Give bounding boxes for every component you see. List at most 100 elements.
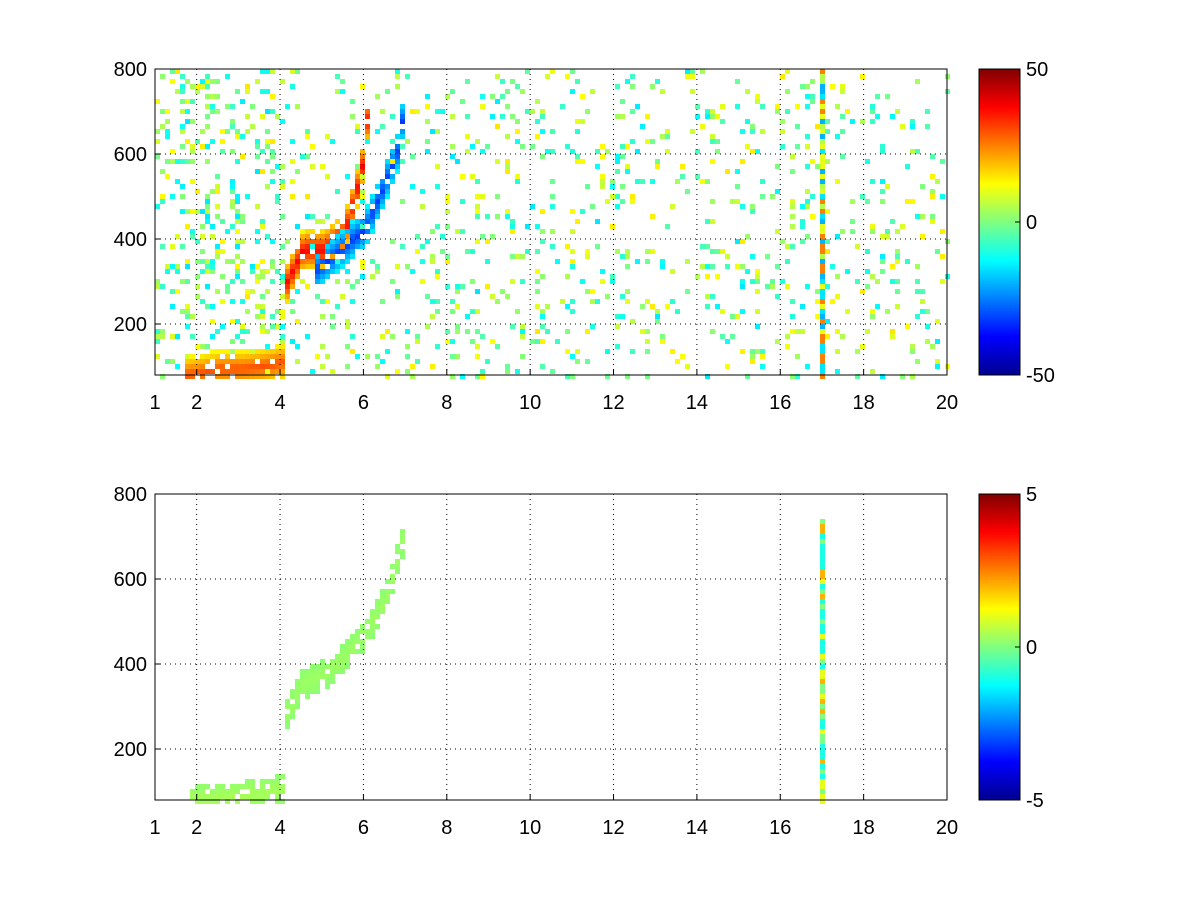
heatmap-cell: [295, 679, 300, 684]
heatmap-cell: [260, 374, 265, 379]
heatmap-cell: [250, 104, 255, 109]
heatmap-cell: [920, 234, 925, 239]
heatmap-cell: [820, 674, 825, 679]
heatmap-cell: [295, 224, 300, 229]
heatmap-cell: [245, 374, 250, 379]
heatmap-cell: [155, 139, 160, 144]
heatmap-cell: [570, 69, 575, 74]
heatmap-cell: [820, 204, 825, 209]
heatmap-cell: [695, 114, 700, 119]
heatmap-cell: [330, 139, 335, 144]
colorbar-tick-label: -50: [1026, 365, 1055, 387]
heatmap-cell: [820, 664, 825, 669]
heatmap-cell: [795, 104, 800, 109]
heatmap-cell: [820, 234, 825, 239]
heatmap-cell: [315, 269, 320, 274]
heatmap-cell: [365, 124, 370, 129]
heatmap-cell: [235, 254, 240, 259]
heatmap-cell: [200, 369, 205, 374]
heatmap-cell: [925, 109, 930, 114]
heatmap-cell: [820, 74, 825, 79]
heatmap-cell: [840, 84, 845, 89]
heatmap-cell: [380, 204, 385, 209]
heatmap-cell: [620, 184, 625, 189]
heatmap-cell: [940, 279, 945, 284]
heatmap-cell: [870, 369, 875, 374]
heatmap-cell: [205, 359, 210, 364]
heatmap-cell: [705, 114, 710, 119]
heatmap-cell: [285, 289, 290, 294]
x-tick-label: 18: [853, 392, 875, 414]
heatmap-cell: [450, 299, 455, 304]
heatmap-cell: [775, 339, 780, 344]
heatmap-cell: [360, 624, 365, 629]
heatmap-cell: [755, 279, 760, 284]
heatmap-cell: [540, 154, 545, 159]
x-tick-label: 14: [686, 392, 708, 414]
heatmap-cell: [175, 89, 180, 94]
heatmap-cell: [215, 214, 220, 219]
heatmap-cell: [840, 114, 845, 119]
heatmap-cell: [785, 244, 790, 249]
heatmap-cell: [270, 139, 275, 144]
heatmap-cell: [300, 234, 305, 239]
heatmap-cell: [340, 89, 345, 94]
heatmap-cell: [360, 154, 365, 159]
heatmap-cell: [265, 359, 270, 364]
heatmap-cell: [175, 289, 180, 294]
heatmap-cell: [520, 89, 525, 94]
heatmap-cell: [375, 624, 380, 629]
x-tick-label: 8: [441, 392, 452, 414]
heatmap-cell: [275, 199, 280, 204]
heatmap-cell: [200, 344, 205, 349]
heatmap-cell: [205, 799, 210, 804]
heatmap-cell: [260, 369, 265, 374]
heatmap-cell: [585, 254, 590, 259]
heatmap-cell: [405, 139, 410, 144]
heatmap-cell: [295, 69, 300, 74]
heatmap-cell: [230, 364, 235, 369]
heatmap-cell: [850, 229, 855, 234]
heatmap-cell: [590, 299, 595, 304]
heatmap-cell: [735, 239, 740, 244]
heatmap-cell: [270, 354, 275, 359]
heatmap-cell: [505, 364, 510, 369]
heatmap-cell: [820, 94, 825, 99]
heatmap-cell: [375, 604, 380, 609]
heatmap-cell: [305, 694, 310, 699]
heatmap-cell: [710, 199, 715, 204]
heatmap-cell: [665, 224, 670, 229]
heatmap-cell: [865, 199, 870, 204]
heatmap-cell: [370, 209, 375, 214]
heatmap-cell: [355, 354, 360, 359]
heatmap-cell: [820, 219, 825, 224]
heatmap-cell: [685, 189, 690, 194]
heatmap-cell: [350, 284, 355, 289]
heatmap-cell: [630, 194, 635, 199]
heatmap-cell: [350, 244, 355, 249]
heatmap-cell: [370, 214, 375, 219]
heatmap-cell: [710, 264, 715, 269]
heatmap-cell: [925, 124, 930, 129]
heatmap-cell: [390, 164, 395, 169]
heatmap-cell: [820, 294, 825, 299]
heatmap-cell: [260, 799, 265, 804]
heatmap-cell: [340, 249, 345, 254]
heatmap-cell: [845, 269, 850, 274]
heatmap-cell: [400, 104, 405, 109]
heatmap-cell: [445, 259, 450, 264]
x-tick-label: 20: [936, 392, 958, 414]
heatmap-cell: [225, 789, 230, 794]
heatmap-cell: [185, 309, 190, 314]
heatmap-cell: [785, 344, 790, 349]
heatmap-cell: [400, 199, 405, 204]
heatmap-cell: [325, 679, 330, 684]
heatmap-cell: [350, 214, 355, 219]
heatmap-cell: [675, 179, 680, 184]
heatmap-cell: [470, 249, 475, 254]
heatmap-cell: [280, 339, 285, 344]
heatmap-cell: [600, 144, 605, 149]
heatmap-cell: [390, 579, 395, 584]
heatmap-cell: [775, 109, 780, 114]
heatmap-cell: [345, 269, 350, 274]
